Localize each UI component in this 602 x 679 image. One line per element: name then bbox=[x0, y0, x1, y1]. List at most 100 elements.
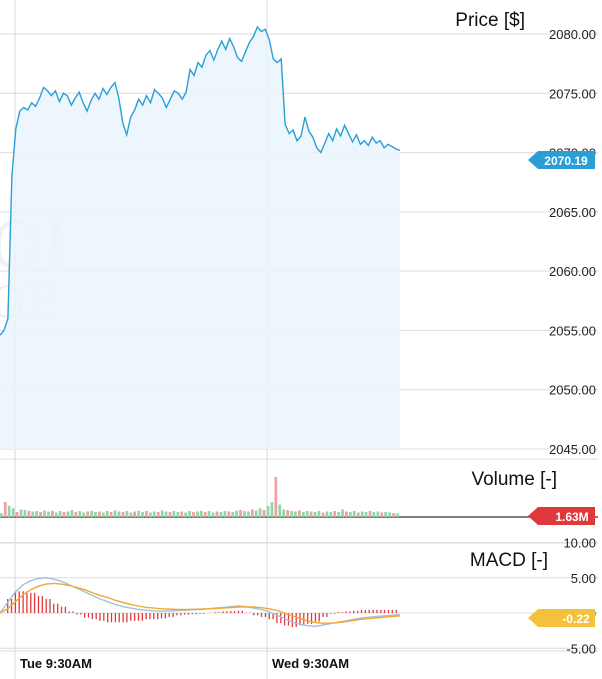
volume-bar bbox=[294, 511, 297, 517]
volume-bar bbox=[305, 511, 309, 517]
volume-bar bbox=[78, 511, 82, 517]
volume-bar bbox=[23, 510, 27, 517]
price-y-tick: 2065.00 bbox=[549, 205, 596, 220]
volume-bar bbox=[396, 513, 399, 517]
volume-bar bbox=[15, 512, 19, 517]
macd-line bbox=[0, 577, 401, 628]
volume-bar bbox=[66, 511, 70, 517]
volume-bar bbox=[352, 511, 356, 517]
volume-bar bbox=[47, 511, 50, 517]
volume-bar bbox=[341, 509, 344, 517]
volume-bar bbox=[274, 477, 278, 517]
macd-last-value: -0.22 bbox=[562, 612, 590, 626]
volume-bar bbox=[325, 511, 329, 517]
volume-bar bbox=[74, 512, 78, 517]
volume-bar bbox=[35, 511, 38, 517]
volume-bar bbox=[102, 512, 105, 517]
volume-bar bbox=[43, 510, 46, 517]
volume-bar bbox=[168, 512, 172, 517]
volume-bar bbox=[180, 511, 184, 517]
volume-bar bbox=[231, 512, 235, 517]
volume-bar bbox=[121, 512, 125, 517]
volume-bar bbox=[392, 513, 395, 517]
price-y-tick: 2080.00 bbox=[549, 27, 596, 42]
x-tick-tue: Tue 9:30AM bbox=[20, 656, 92, 671]
volume-bar bbox=[141, 512, 144, 517]
volume-bar bbox=[27, 510, 31, 518]
volume-bar bbox=[298, 510, 301, 517]
price-y-tick: 2050.00 bbox=[549, 383, 596, 398]
volume-bar bbox=[239, 510, 242, 517]
volume-bar bbox=[117, 511, 121, 517]
price-y-tick: 2060.00 bbox=[549, 264, 596, 279]
volume-bar bbox=[376, 511, 380, 517]
volume-bar bbox=[333, 511, 336, 517]
volume-bar bbox=[243, 511, 246, 517]
volume-bar bbox=[282, 509, 286, 517]
volume-bar bbox=[125, 511, 129, 517]
volume-bar bbox=[356, 512, 360, 517]
volume-bar bbox=[62, 512, 66, 517]
volume-bar bbox=[337, 512, 340, 517]
volume-bar bbox=[184, 512, 187, 517]
volume-bar bbox=[58, 511, 62, 517]
volume-bar bbox=[258, 508, 262, 517]
volume-bar bbox=[321, 512, 325, 517]
macd-y-tick: 10.00 bbox=[563, 536, 596, 551]
volume-bar bbox=[203, 512, 207, 517]
volume-bar bbox=[349, 512, 352, 517]
volume-bar bbox=[133, 511, 136, 517]
volume-bar bbox=[200, 510, 203, 518]
volume-bar bbox=[286, 510, 289, 517]
volume-bar bbox=[39, 512, 42, 517]
volume-bar bbox=[164, 511, 168, 517]
volume-panel bbox=[0, 477, 399, 518]
macd-y-tick: -5.00 bbox=[566, 641, 596, 656]
volume-bar bbox=[384, 512, 387, 517]
volume-bar bbox=[219, 512, 223, 517]
volume-bar bbox=[11, 508, 15, 517]
volume-bar bbox=[215, 511, 219, 517]
volume-bar bbox=[235, 510, 238, 517]
volume-bar bbox=[98, 511, 101, 517]
volume-bar bbox=[176, 512, 180, 517]
macd-panel bbox=[0, 577, 401, 628]
price-panel-title: Price [$] bbox=[455, 10, 525, 31]
price-last-value: 2070.19 bbox=[544, 154, 588, 168]
volume-bar bbox=[360, 511, 364, 517]
volume-bar bbox=[364, 512, 368, 517]
price-y-tick: 2055.00 bbox=[549, 323, 596, 338]
volume-bar bbox=[70, 510, 74, 517]
volume-bar bbox=[388, 512, 391, 517]
volume-bar bbox=[302, 512, 305, 517]
macd-last-badge: -0.22 bbox=[528, 609, 595, 627]
volume-bar bbox=[172, 511, 176, 517]
volume-bar bbox=[266, 505, 270, 518]
volume-bar bbox=[380, 512, 384, 517]
volume-bar bbox=[262, 510, 266, 517]
volume-bar bbox=[309, 511, 313, 517]
volume-bar bbox=[251, 509, 254, 517]
volume-bar bbox=[82, 512, 86, 517]
price-area-fill bbox=[0, 26, 400, 450]
volume-bar bbox=[372, 512, 376, 517]
volume-bar bbox=[109, 512, 113, 517]
volume-bar bbox=[86, 511, 89, 517]
volume-bar bbox=[51, 510, 54, 518]
volume-bar bbox=[105, 511, 109, 517]
volume-bar bbox=[149, 512, 152, 517]
volume-bar bbox=[94, 512, 97, 517]
volume-bar bbox=[129, 512, 133, 517]
axis-ticks: 2045.002050.002055.002060.002065.002070.… bbox=[549, 27, 596, 656]
volume-bar bbox=[3, 502, 7, 517]
volume-bar bbox=[145, 511, 148, 517]
volume-bar bbox=[317, 511, 321, 517]
volume-bar bbox=[152, 511, 156, 517]
price-line bbox=[0, 25, 401, 336]
price-panel bbox=[0, 25, 401, 450]
volume-bar bbox=[7, 505, 11, 518]
volume-bar bbox=[19, 509, 23, 517]
volume-bar bbox=[278, 504, 282, 517]
price-last-badge: 2070.19 bbox=[528, 151, 595, 169]
